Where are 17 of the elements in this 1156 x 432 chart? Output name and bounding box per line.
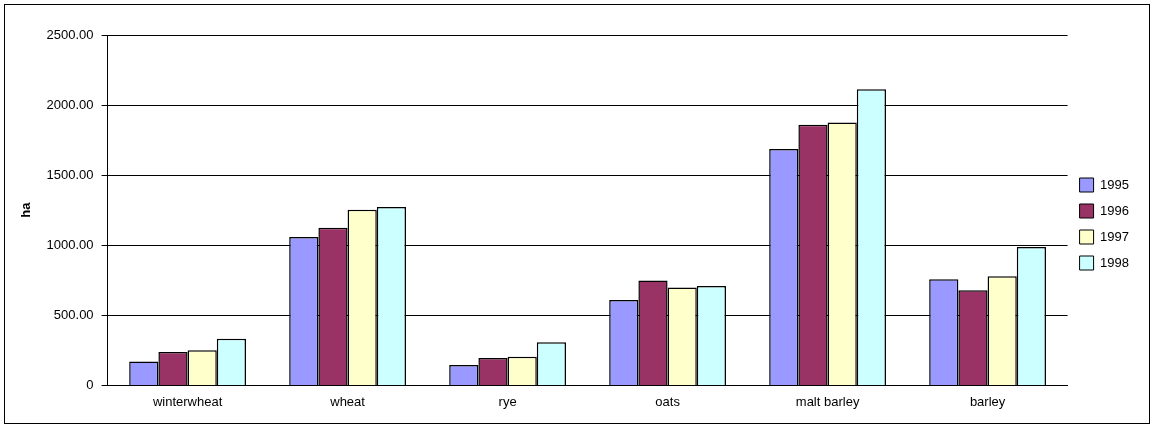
x-tick-label: winterwheat (151, 393, 223, 409)
x-tick-label: malt barley (795, 393, 860, 409)
legend-label: 1997 (1100, 228, 1129, 244)
x-tick-label: rye (498, 393, 517, 409)
y-tick-label: 1000.00 (46, 236, 94, 252)
y-tick-label: 500.00 (53, 306, 94, 322)
y-tick-label: 2000.00 (46, 96, 94, 112)
x-tick-label: wheat (329, 393, 366, 409)
y-tick-label: 1500.00 (46, 166, 94, 182)
y-axis-title: ha (18, 201, 34, 218)
legend-label: 1996 (1100, 202, 1129, 218)
y-tick-label: 2500.00 (46, 26, 94, 42)
legend-label: 1998 (1100, 254, 1129, 270)
x-tick-label: barley (969, 393, 1006, 409)
x-tick-label: oats (655, 393, 681, 409)
y-tick-label: 0 (86, 376, 94, 392)
legend-label: 1995 (1100, 176, 1129, 192)
